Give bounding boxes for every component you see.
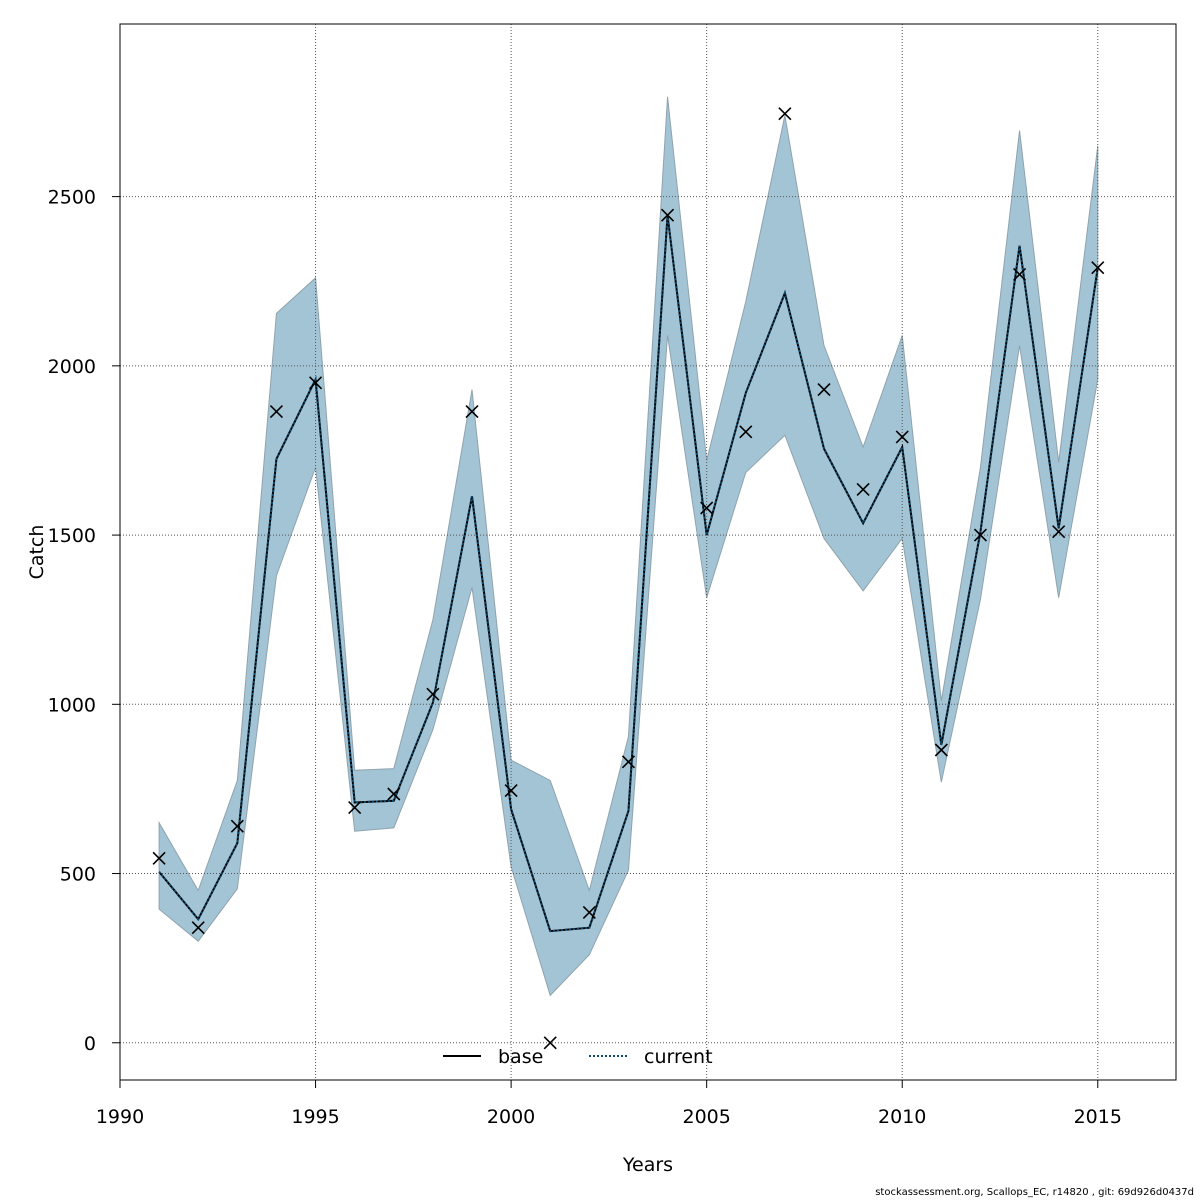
legend: base current (443, 1046, 713, 1068)
observed-point (504, 784, 518, 798)
observed-point (152, 851, 166, 865)
confidence-band (158, 96, 1099, 997)
x-axis-title: Years (622, 1154, 673, 1176)
observed-point (856, 482, 870, 496)
legend-label-base: base (498, 1046, 543, 1068)
observed-point (582, 905, 596, 920)
observed-point (387, 787, 401, 801)
observed-point (230, 819, 244, 833)
y-tick-label: 2000 (48, 356, 96, 378)
observed-points-layer (152, 107, 1105, 1050)
observed-point (426, 687, 440, 701)
series-line-layer (158, 215, 1099, 933)
observed-point (269, 404, 284, 419)
x-tick-label: 2010 (878, 1106, 926, 1128)
confidence-band-layer (158, 96, 1099, 997)
observed-point (817, 382, 831, 397)
legend-label-current: current (644, 1046, 713, 1068)
observed-point (621, 755, 636, 769)
observed-point (739, 425, 753, 439)
observed-point (934, 743, 948, 757)
observed-point (895, 430, 909, 444)
observed-point (308, 376, 323, 390)
x-tick-label: 2000 (487, 1106, 535, 1128)
footer-credit: stockassessment.org, Scallops_EC, r14820… (875, 1187, 1194, 1198)
observed-point (543, 1036, 557, 1050)
y-tick-label: 2500 (48, 187, 96, 209)
y-tick-label: 500 (60, 864, 96, 886)
y-tick-label: 0 (84, 1033, 96, 1055)
observed-point (191, 921, 205, 935)
observed-point (700, 501, 714, 515)
y-axis-title: Catch (26, 525, 48, 580)
series-line-current (158, 215, 1099, 933)
plot-border (119, 23, 1177, 1081)
y-tick-label: 1000 (48, 694, 96, 716)
x-tick-label: 2015 (1074, 1106, 1122, 1128)
observed-point (973, 528, 988, 542)
axis-layer: 1990 1995 2000 2005 2010 2015 0 500 1000 1500 2000… (48, 187, 1122, 1128)
grid-layer (119, 24, 1176, 1080)
observed-point (778, 107, 792, 121)
x-tick-label: 1995 (291, 1106, 339, 1128)
observed-point (348, 800, 362, 815)
observed-point (1052, 525, 1066, 539)
x-tick-label: 1990 (96, 1106, 144, 1128)
observed-point (1091, 261, 1105, 275)
observed-point (465, 404, 479, 419)
observed-point (1012, 267, 1027, 282)
observed-point (660, 208, 675, 222)
y-tick-label: 1500 (48, 525, 96, 547)
x-tick-label: 2005 (682, 1106, 730, 1128)
